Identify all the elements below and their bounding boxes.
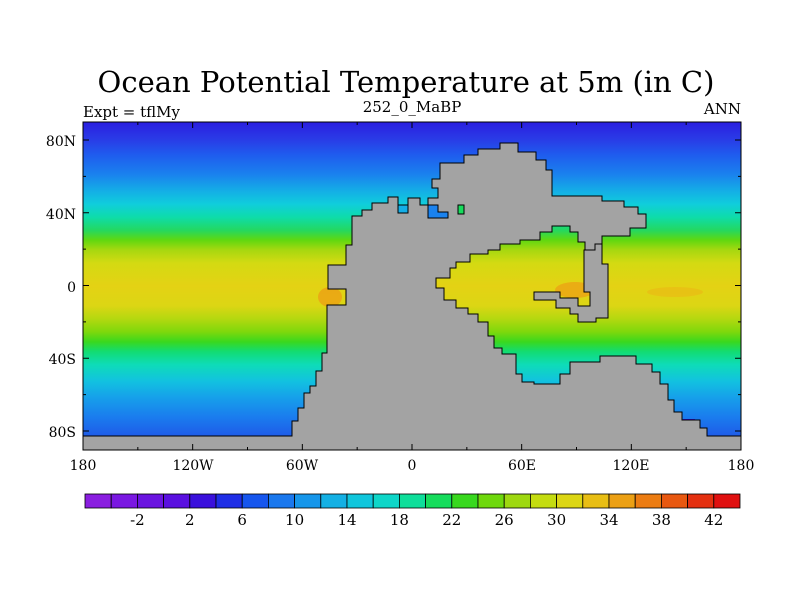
colorbar-label: 38 [652, 511, 671, 529]
colorbar-swatch [608, 493, 636, 509]
colorbar-swatch [477, 493, 505, 509]
colorbar-swatch [687, 493, 715, 509]
colorbar-swatch [163, 493, 191, 509]
lon-label-60w: 60W [286, 458, 319, 474]
colorbar-swatch [110, 493, 138, 509]
lon-label-120e: 120E [613, 458, 650, 474]
colorbar-swatch [503, 493, 531, 509]
colorbar-swatch [530, 493, 558, 509]
lon-label-120w: 120W [172, 458, 214, 474]
colorbar-swatch [661, 493, 689, 509]
colorbar-swatch [215, 493, 243, 509]
colorbar-swatch [320, 493, 348, 509]
axis-ticks [82, 122, 742, 450]
colorbar-swatch [372, 493, 400, 509]
colorbar-swatch [398, 493, 426, 509]
colorbar-swatch [425, 493, 453, 509]
colorbar-swatch [451, 493, 479, 509]
colorbar-labels: -2 2 6 10 14 18 22 26 30 34 38 42 [130, 511, 723, 529]
colorbar-label: 18 [390, 511, 409, 529]
colorbar-swatch [346, 493, 374, 509]
warm-patch [647, 287, 703, 297]
colorbar-swatch [634, 493, 662, 509]
colorbar-label: 30 [547, 511, 566, 529]
colorbar-label: 22 [442, 511, 461, 529]
colorbar-label: 34 [599, 511, 618, 529]
lat-label-40n: 40N [46, 207, 76, 223]
colorbar-swatch [556, 493, 584, 509]
colorbar-swatch [582, 493, 610, 509]
colorbar-swatch [241, 493, 269, 509]
peninsula-outline [533, 243, 609, 323]
inland-bay [457, 204, 465, 215]
lat-label-80n: 80N [46, 134, 76, 150]
period-label: 252_0_MaBP [363, 98, 462, 116]
lat-label-0: 0 [67, 280, 76, 296]
colorbar-swatch [189, 493, 217, 509]
inland-bay [397, 204, 409, 214]
colorbar-swatch [136, 493, 164, 509]
colorbar-label: 6 [237, 511, 247, 529]
inland-bay [427, 204, 449, 219]
experiment-label: Expt = tflMy [83, 103, 181, 121]
map-title: Ocean Potential Temperature at 5m (in C) [98, 65, 715, 99]
season-label: ANN [703, 100, 741, 118]
map-area [82, 121, 742, 451]
colorbar [84, 493, 741, 509]
colorbar-label: 26 [495, 511, 514, 529]
lat-label-80s: 80S [49, 425, 76, 441]
colorbar-swatch [713, 493, 741, 509]
lon-label-60e: 60E [508, 458, 536, 474]
lon-label-180w: 180 [70, 458, 97, 474]
colorbar-swatch [294, 493, 322, 509]
colorbar-label: 42 [704, 511, 723, 529]
lon-label-0: 0 [408, 458, 417, 474]
colorbar-swatch [84, 493, 112, 509]
lon-label-180e: 180 [728, 458, 755, 474]
warm-patch [318, 287, 342, 307]
colorbar-label: 2 [185, 511, 195, 529]
colorbar-label: 14 [337, 511, 356, 529]
colorbar-label: -2 [130, 511, 145, 529]
colorbar-label: 10 [285, 511, 304, 529]
lat-label-40s: 40S [49, 352, 76, 368]
colorbar-swatch [267, 493, 295, 509]
